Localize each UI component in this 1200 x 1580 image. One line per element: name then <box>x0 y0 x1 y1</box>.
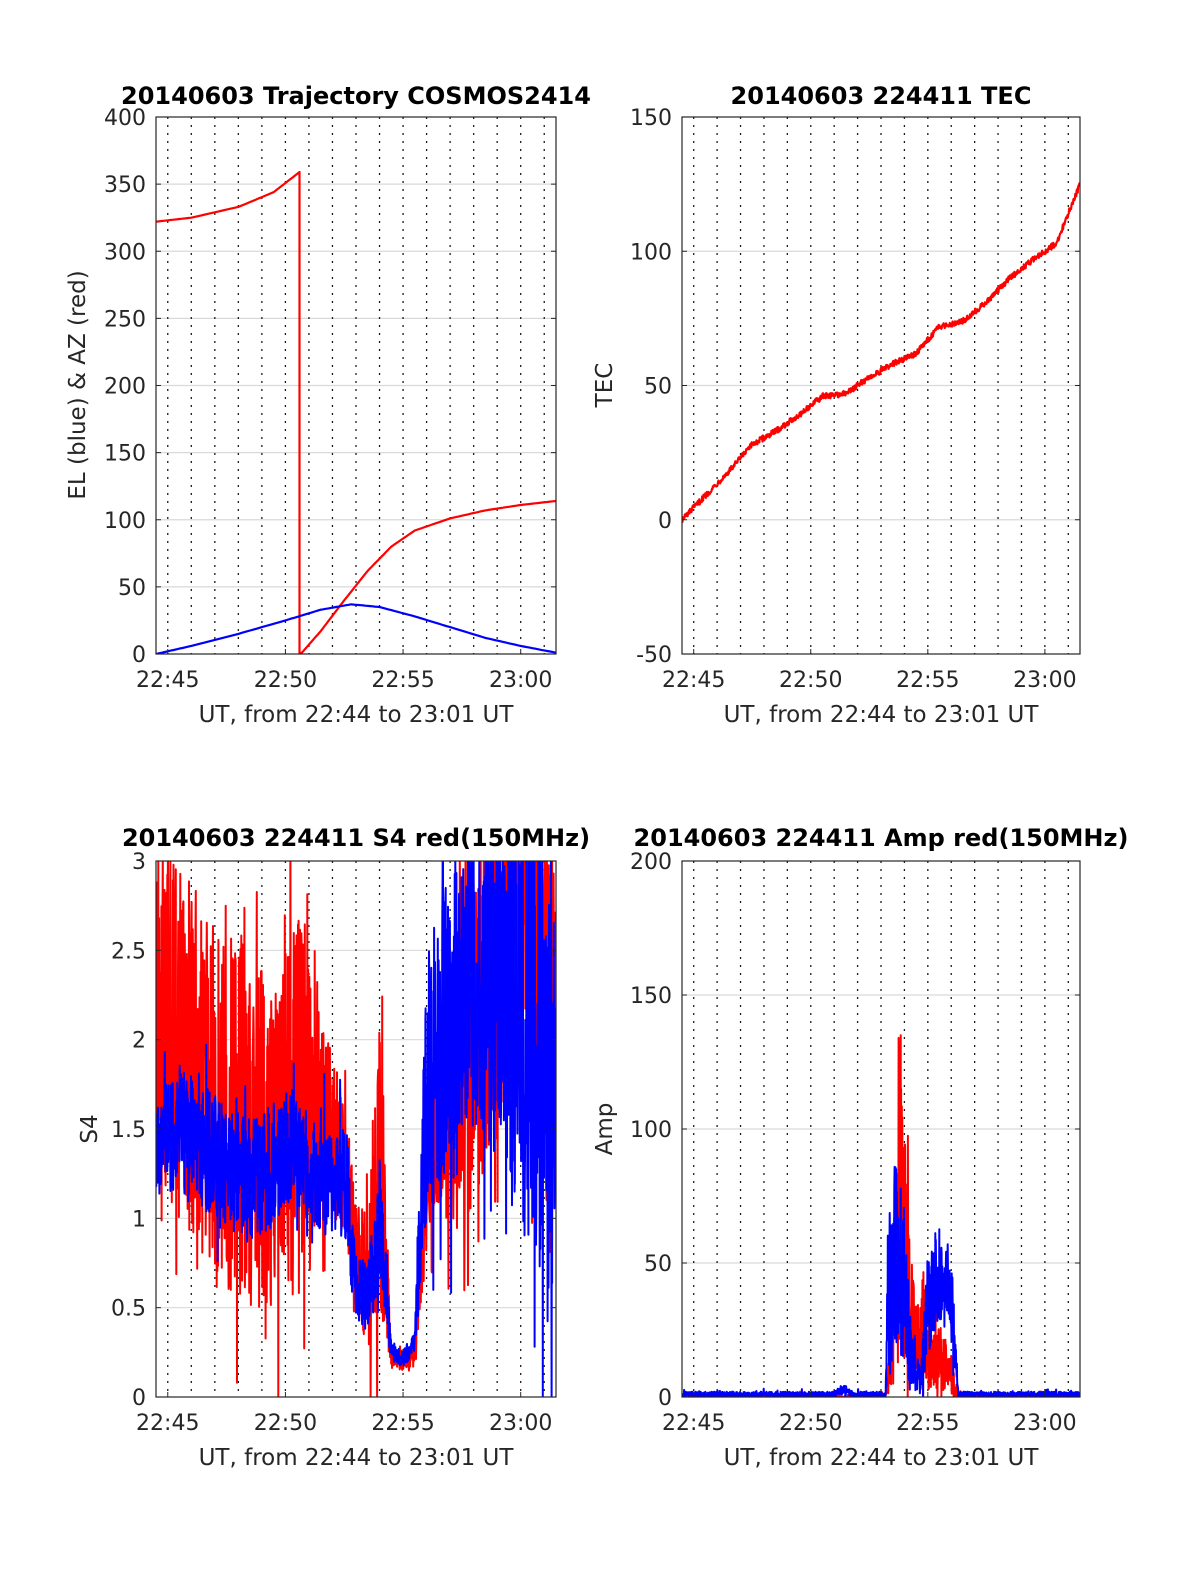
x-tick-label: 23:00 <box>1013 1411 1076 1436</box>
red-series-line <box>156 170 556 654</box>
y-tick-label: -50 <box>636 643 672 668</box>
y-tick-label: 2.5 <box>111 939 146 964</box>
y-tick-label: 0.5 <box>111 1297 146 1322</box>
y-tick-label: 1 <box>132 1207 146 1232</box>
y-tick-label: 50 <box>644 1252 672 1277</box>
y-tick-label: 200 <box>104 375 146 400</box>
blue-series-line <box>682 1165 1080 1397</box>
x-tick-label: 22:50 <box>779 1411 842 1436</box>
x-tick-label: 23:00 <box>1013 668 1076 693</box>
y-tick-label: 50 <box>118 576 146 601</box>
x-axis-label: UT, from 22:44 to 23:01 UT <box>199 702 515 728</box>
y-tick-label: 3 <box>132 850 146 875</box>
x-tick-label: 23:00 <box>489 668 552 693</box>
trajectory-panel: 0 50 100 150 200 250 300 350 400 22:45 22:50 22:55 2… <box>65 82 591 728</box>
chart-title: 20140603 224411 Amp red(150MHz) <box>634 824 1129 852</box>
y-tick-label: 150 <box>630 106 672 131</box>
y-axis-label: EL (blue) & AZ (red) <box>65 270 91 499</box>
y-tick-label: 200 <box>630 850 672 875</box>
y-tick-label: 2 <box>132 1029 146 1054</box>
y-tick-label: 350 <box>104 173 146 198</box>
y-tick-label: 150 <box>104 442 146 467</box>
x-tick-label: 22:45 <box>136 1411 199 1436</box>
y-tick-label: 300 <box>104 240 146 265</box>
x-tick-label: 23:00 <box>489 1411 552 1436</box>
x-tick-label: 22:50 <box>779 668 842 693</box>
y-tick-label: 0 <box>658 1386 672 1411</box>
x-axis-label: UT, from 22:44 to 23:01 UT <box>724 702 1040 728</box>
blue-series-line <box>156 861 556 1397</box>
x-tick-label: 22:45 <box>662 1411 725 1436</box>
y-tick-label: 250 <box>104 307 146 332</box>
tec-panel: -50 0 50 100 150 22:45 22:50 22:55 23:00 2014060… <box>592 82 1081 728</box>
y-tick-label: 0 <box>132 643 146 668</box>
chart-title: 20140603 Trajectory COSMOS2414 <box>121 82 591 110</box>
amp-panel: 0 50 100 150 200 22:45 22:50 22:55 23:00 2014060… <box>592 824 1128 1471</box>
y-tick-label: 1.5 <box>111 1118 146 1143</box>
x-tick-label: 22:55 <box>896 1411 959 1436</box>
y-tick-label: 400 <box>104 106 146 131</box>
y-tick-label: 100 <box>630 240 672 265</box>
x-tick-label: 22:45 <box>136 668 199 693</box>
y-tick-label: 150 <box>630 984 672 1009</box>
x-axis-label: UT, from 22:44 to 23:01 UT <box>199 1445 515 1471</box>
y-tick-label: 100 <box>104 509 146 534</box>
y-axis-label: S4 <box>77 1114 103 1143</box>
x-tick-label: 22:45 <box>662 668 725 693</box>
blue-series-line <box>156 603 556 654</box>
x-tick-label: 22:55 <box>371 668 434 693</box>
x-tick-label: 22:50 <box>254 1411 317 1436</box>
x-tick-label: 22:55 <box>896 668 959 693</box>
x-tick-label: 22:50 <box>254 668 317 693</box>
red-series-line <box>682 182 1080 523</box>
x-axis-label: UT, from 22:44 to 23:01 UT <box>724 1445 1040 1471</box>
y-tick-label: 100 <box>630 1118 672 1143</box>
y-axis-label: TEC <box>592 363 618 409</box>
chart-title: 20140603 224411 TEC <box>731 82 1032 110</box>
y-axis-label: Amp <box>592 1103 618 1156</box>
y-tick-label: 0 <box>658 509 672 534</box>
y-tick-label: 50 <box>644 375 672 400</box>
x-tick-label: 22:55 <box>371 1411 434 1436</box>
y-tick-label: 0 <box>132 1386 146 1411</box>
s4-panel: 0 0.5 1 1.5 2 2.5 3 22:45 22:50 22:55 23:00 201406… <box>77 824 590 1471</box>
chart-title: 20140603 224411 S4 red(150MHz) <box>122 824 590 852</box>
